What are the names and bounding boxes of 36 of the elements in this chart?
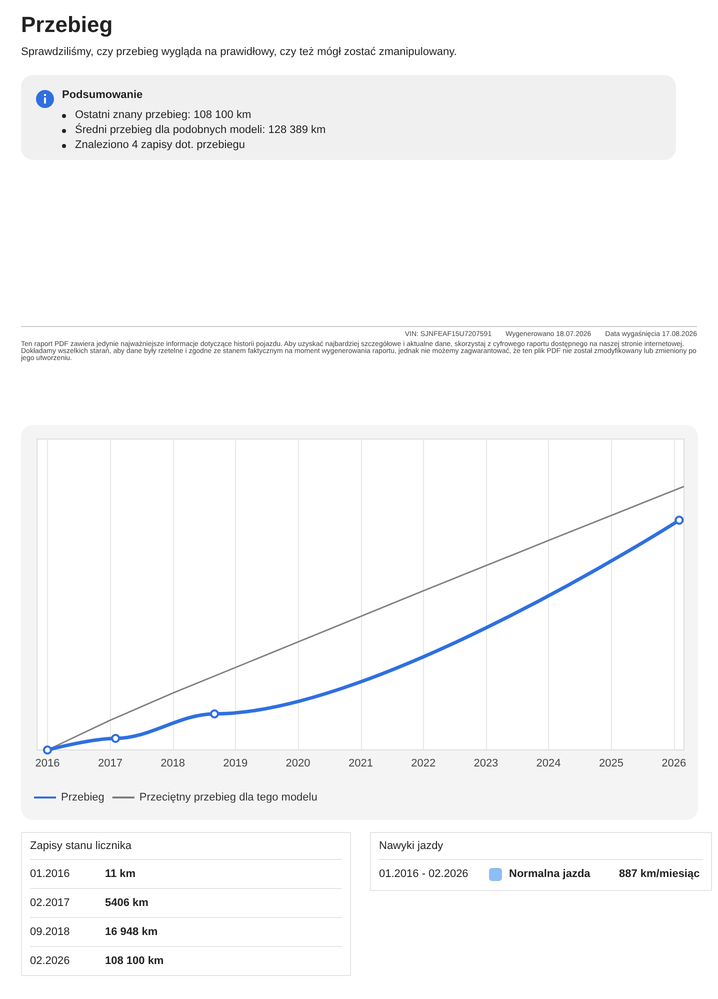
x-tick-label: 2017: [98, 758, 122, 770]
point: [42, 746, 52, 754]
text: Podsumowanie: [62, 89, 143, 101]
chart-title: Przebieg: [21, 12, 113, 38]
x-tick-label: 2022: [411, 758, 436, 770]
text: 02.2026: [30, 955, 70, 967]
text: Normalna jazda: [509, 867, 590, 882]
x-tick-label: 2024: [536, 758, 561, 770]
text: Znaleziono 4 zapisy dot. przebiegu: [75, 139, 245, 151]
text: 11 km: [105, 867, 136, 882]
legend-label: Przeciętny przebieg dla tego modelu: [139, 792, 318, 804]
x-tick-label: 2016: [35, 758, 60, 770]
text: Ostatni znany przebieg: 108 100 km: [75, 109, 252, 121]
text: Średni przebieg dla podobnych modeli: 128 389 km: [75, 124, 326, 136]
point: [674, 516, 684, 525]
x-tick-label: 2023: [474, 758, 498, 770]
text: 01.2016: [30, 868, 70, 880]
legend-label: Przebieg: [61, 792, 104, 804]
point: [210, 709, 219, 718]
text: 887 km/miesiąc: [619, 867, 700, 882]
point: [111, 734, 120, 743]
text: 02.2017: [30, 897, 70, 909]
x-tick-label: 2021: [348, 758, 373, 770]
x-tick-label: 2026: [662, 758, 686, 770]
text: 01.2016 - 02.2026: [379, 868, 468, 880]
x-tick-label: 2018: [160, 758, 186, 770]
text: Nawyki jazdy: [378, 839, 444, 854]
text: 16 948 km: [105, 925, 158, 940]
text: Zapisy stanu licznika: [29, 839, 132, 854]
text: 5406 km: [105, 896, 148, 911]
x-tick-label: 2025: [599, 758, 624, 770]
x-tick-label: 2020: [286, 758, 310, 770]
text: 108 100 km: [105, 954, 164, 969]
x-tick-label: 2019: [223, 758, 248, 770]
chart-subtitle: Sprawdziliśmy, czy przebieg wygląda na prawidłowy, czy też mógł zostać zmanipulowany.: [21, 46, 457, 58]
text: 09.2018: [30, 926, 70, 938]
